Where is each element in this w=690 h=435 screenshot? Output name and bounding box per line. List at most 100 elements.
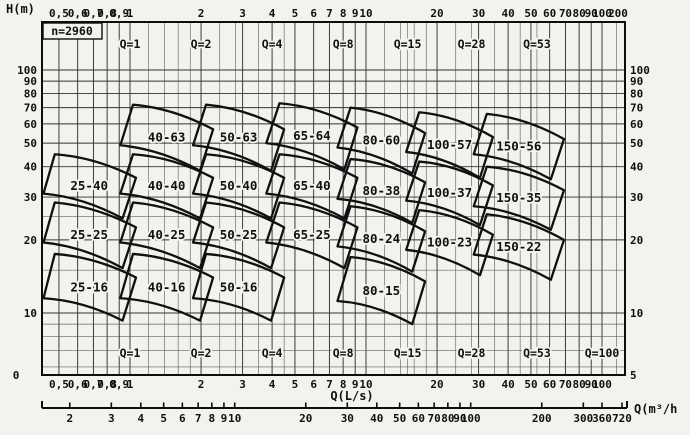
x-tick-label-bottom: 100: [592, 378, 612, 391]
x-tick-label-bottom: 8: [340, 378, 347, 391]
y-tick-label-right: 10: [630, 307, 643, 320]
y-tick-label-left: 100: [17, 64, 37, 77]
x-tick-label-bottom: 60: [543, 378, 556, 391]
x-tick-label-top: 0,7: [84, 7, 104, 20]
secondary-x-tick-label: 3: [108, 412, 115, 425]
x-tick-label-bottom: 0,7: [84, 378, 104, 391]
y-tick-label-left: 20: [24, 234, 37, 247]
region-label-150-22: 150-22: [496, 239, 541, 254]
x-tick-label-bottom: 0,8: [97, 378, 117, 391]
region-label-100-37: 100-37: [427, 185, 472, 200]
y-tick-label-left: 30: [24, 191, 37, 204]
x-tick-label-bottom: 2: [198, 378, 205, 391]
iso-flow-label-bottom: Q=8: [333, 346, 354, 360]
region-25-25: [42, 201, 138, 270]
region-label-50-40: 50-40: [220, 178, 258, 193]
y-tick-label-right: 90: [630, 75, 643, 88]
x-tick-label-top: 200: [608, 7, 628, 20]
secondary-x-tick-label: 720: [612, 412, 632, 425]
y-tick-label-right: 50: [630, 137, 643, 150]
x-tick-label-bottom: 9: [352, 378, 359, 391]
x-tick-label-top: 20: [430, 7, 443, 20]
x-tick-label-top: 5: [292, 7, 299, 20]
secondary-x-tick-label: 20: [299, 412, 312, 425]
x-tick-label-top: 0,5: [49, 7, 69, 20]
iso-flow-label-top: Q=4: [262, 37, 283, 51]
y-tick-label-right: 20: [630, 234, 643, 247]
y-tick-label-right: 60: [630, 118, 643, 131]
x-tick-label-bottom: 6: [310, 378, 317, 391]
region-80-60: [336, 106, 427, 175]
y-tick-label-left: 90: [24, 75, 37, 88]
region-80-15: [336, 255, 427, 326]
iso-flow-label-bottom: Q=53: [523, 346, 551, 360]
region-150-22: [472, 213, 566, 281]
iso-flow-label-bottom: Q=100: [585, 346, 620, 360]
x-tick-label-top: 100: [592, 7, 612, 20]
secondary-x-tick-label: 2: [66, 412, 73, 425]
x-tick-label-top: 7: [326, 7, 333, 20]
region-25-16: [42, 252, 138, 322]
y-tick-label-left: 60: [24, 118, 37, 131]
x-tick-label-top: 0,8: [97, 7, 117, 20]
region-label-65-25: 65-25: [293, 227, 331, 242]
secondary-x-tick-label: 60: [412, 412, 425, 425]
region-label-25-25: 25-25: [70, 227, 108, 242]
region-label-50-16: 50-16: [220, 280, 258, 295]
secondary-x-tick-label: 90: [453, 412, 466, 425]
region-100-37: [405, 160, 495, 227]
y-tick-label-right: 40: [630, 161, 643, 174]
x-axis-top-labels: 0,50,60,70,80,91 2 3 4 5 6 7 8 9 10 20 30 40 50 60 70 80…: [49, 7, 628, 20]
x-tick-label-top: 6: [310, 7, 317, 20]
x-tick-label-bottom: 10: [359, 378, 372, 391]
iso-flow-label-top: Q=53: [523, 37, 551, 51]
y-tick-label-right: 80: [630, 88, 643, 101]
y-tick-label-right: 100: [630, 64, 650, 77]
speed-label: n=2960: [51, 24, 93, 38]
x-tick-label-bottom: 50: [524, 378, 537, 391]
iso-flow-label-bottom: Q=2: [191, 346, 212, 360]
region-label-65-64: 65-64: [293, 128, 331, 143]
x-tick-label-top: 9: [352, 7, 359, 20]
iso-flow-label-top: Q=28: [458, 37, 486, 51]
region-150-35: [472, 165, 566, 231]
region-label-80-38: 80-38: [363, 183, 401, 198]
x-tick-label-bottom: 3: [239, 378, 246, 391]
x-tick-label-top: 0,6: [68, 7, 88, 20]
region-50-16: [191, 252, 286, 322]
x-tick-label-top: 3: [239, 7, 246, 20]
secondary-x-tick-label: 10: [228, 412, 241, 425]
x-tick-label-bottom: 7: [326, 378, 333, 391]
pump-regions: 40-63 50-63 65-64 80-60 100-57 150-56 25-40 40-…: [42, 102, 566, 326]
x-tick-label-bottom: 0,9: [109, 378, 129, 391]
region-label-50-63: 50-63: [220, 130, 258, 145]
secondary-x-tick-label: 200: [532, 412, 552, 425]
region-50-40: [191, 153, 286, 220]
secondary-x-tick-label: 9: [221, 412, 228, 425]
region-label-40-25: 40-25: [148, 227, 186, 242]
y-tick-label-left: 40: [24, 161, 37, 174]
x-tick-label-top: 40: [501, 7, 514, 20]
region-label-80-60: 80-60: [363, 132, 401, 147]
x-tick-label-top: 8: [340, 7, 347, 20]
x-tick-label-bottom: 5: [292, 378, 299, 391]
iso-flow-label-bottom: Q=1: [120, 346, 141, 360]
region-label-50-25: 50-25: [220, 227, 258, 242]
x-tick-label-top: 50: [524, 7, 537, 20]
x-tick-label-bottom: 30: [472, 378, 485, 391]
secondary-x-tick-label: 4: [137, 412, 144, 425]
y-tick-label-right: 70: [630, 102, 643, 115]
region-label-40-63: 40-63: [148, 130, 186, 145]
x-tick-label-bottom: 20: [430, 378, 443, 391]
secondary-x-tick-label: 100: [461, 412, 481, 425]
region-label-100-23: 100-23: [427, 234, 472, 249]
region-label-65-40: 65-40: [293, 178, 331, 193]
region-label-40-40: 40-40: [148, 178, 186, 193]
x-tick-label-top: 70: [559, 7, 572, 20]
x-tick-label-bottom: 80: [573, 378, 586, 391]
x-tick-label-bottom: 40: [501, 378, 514, 391]
